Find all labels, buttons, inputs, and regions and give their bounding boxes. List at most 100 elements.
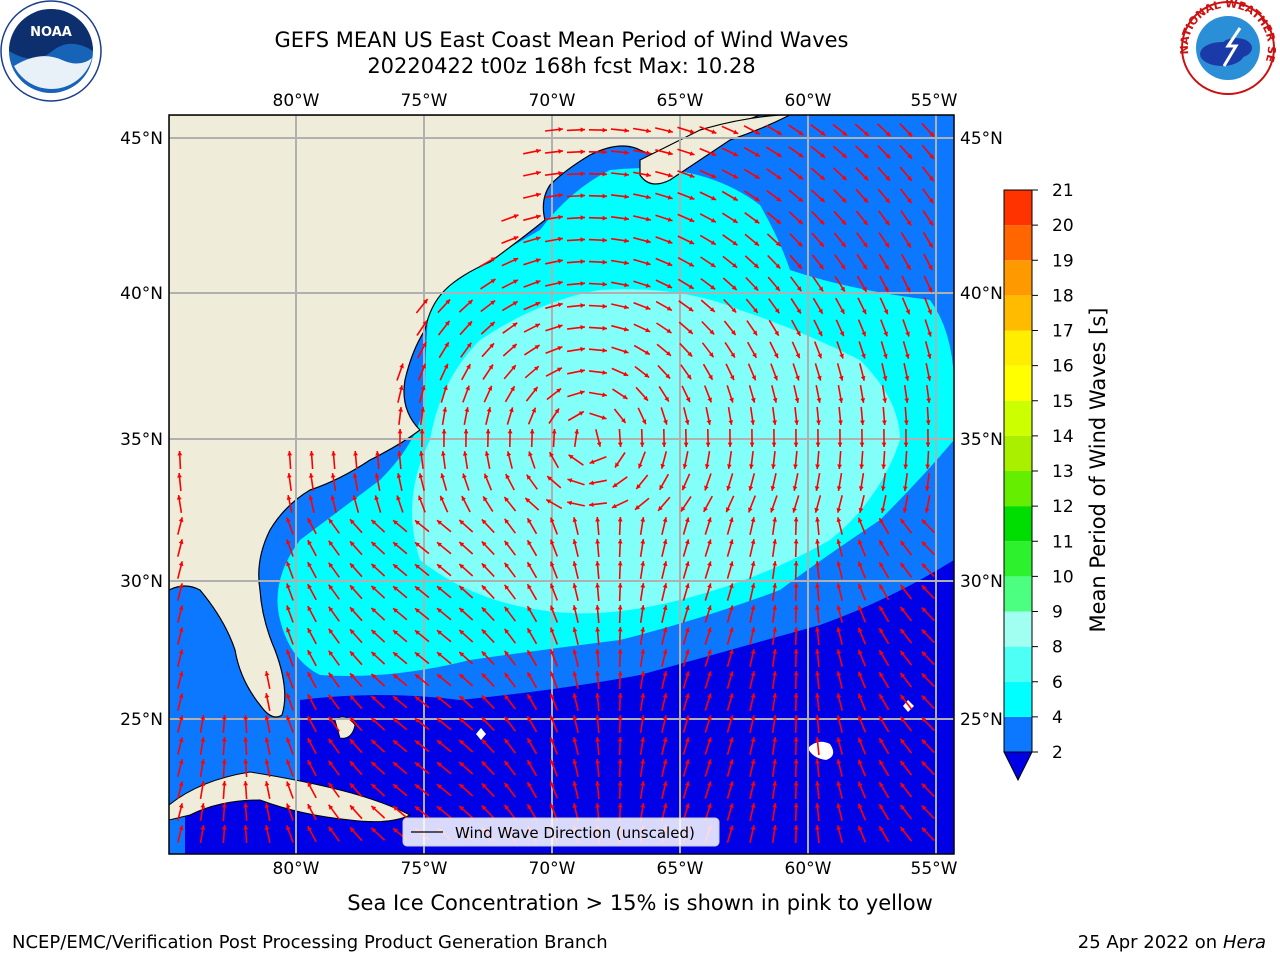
wave-direction-arrowhead xyxy=(601,415,607,420)
wave-direction-arrowhead xyxy=(602,237,607,243)
wave-direction-arrowhead xyxy=(352,495,358,501)
wave-direction-arrowhead xyxy=(710,262,716,267)
wave-direction-arrowhead xyxy=(328,804,334,810)
wave-direction-arrowhead xyxy=(797,219,803,225)
wave-direction-arrowhead xyxy=(900,760,906,766)
wave-direction-arrowhead xyxy=(459,718,465,723)
wave-direction-arrowhead xyxy=(415,762,420,767)
wave-direction-arrowhead xyxy=(440,473,445,479)
wave-direction-arrowhead xyxy=(286,649,291,655)
wave-direction-arrowhead xyxy=(418,473,424,479)
wave-direction-arrowhead xyxy=(595,649,600,654)
wave-direction-arrowhead xyxy=(621,418,626,423)
wave-direction-arrowhead xyxy=(646,172,651,178)
wave-direction-arrowhead xyxy=(879,584,884,590)
colorbar-tick-label: 11 xyxy=(1052,532,1074,552)
wave-direction-arrowhead xyxy=(509,407,514,413)
wave-direction-arrowhead xyxy=(772,397,778,403)
wave-direction-arrowhead xyxy=(489,343,494,349)
wave-direction-arrowhead xyxy=(398,407,403,412)
wave-direction-arrowhead xyxy=(623,349,629,354)
wave-direction-arrowhead xyxy=(558,127,563,132)
wave-direction-arrowhead xyxy=(371,827,377,833)
lon-label-top: 55°W xyxy=(911,91,958,111)
wave-direction-arrowhead xyxy=(415,564,420,569)
wave-direction-arrowhead xyxy=(481,585,487,591)
footer-date-text: 25 Apr 2022 on xyxy=(1077,932,1218,953)
wave-direction-arrowhead xyxy=(393,784,398,789)
wave-direction-arrowhead xyxy=(437,608,442,613)
lon-label-bottom: 75°W xyxy=(401,859,448,879)
wave-direction-arrowhead xyxy=(793,737,799,742)
colorbar-extend-arrow xyxy=(1003,751,1033,782)
wave-direction-arrowhead xyxy=(307,694,312,700)
wave-direction-arrowhead xyxy=(925,464,931,469)
wave-direction-arrowhead xyxy=(481,673,487,679)
wave-direction-arrowhead xyxy=(683,442,689,447)
wave-direction-arrowhead xyxy=(837,442,843,447)
wave-direction-arrowhead xyxy=(798,130,804,135)
wave-direction-arrowhead xyxy=(481,563,487,569)
wave-direction-arrowhead xyxy=(796,286,802,292)
wave-direction-arrowhead xyxy=(176,495,182,500)
wave-direction-arrowhead xyxy=(617,605,623,610)
wave-direction-arrowhead xyxy=(459,542,465,547)
wave-direction-arrowhead xyxy=(527,782,532,788)
wave-direction-arrowhead xyxy=(415,520,420,525)
wave-direction-arrowhead xyxy=(775,286,780,291)
wave-direction-arrowhead xyxy=(900,584,906,590)
wave-direction-arrowhead xyxy=(729,671,734,677)
wave-direction-arrowhead xyxy=(307,672,312,678)
wave-direction-arrowhead xyxy=(617,803,623,808)
wave-direction-arrowhead xyxy=(580,325,585,330)
wave-direction-arrowhead xyxy=(527,628,532,634)
wave-direction-arrowhead xyxy=(415,696,420,701)
wave-direction-arrowhead xyxy=(900,716,906,722)
wave-direction-arrowhead xyxy=(350,563,355,569)
wave-direction-arrowhead xyxy=(815,693,820,698)
wave-direction-arrowhead xyxy=(858,539,863,545)
graticule xyxy=(169,115,954,854)
wave-direction-arrowhead xyxy=(371,607,377,613)
wave-direction-arrowhead xyxy=(858,671,863,677)
wave-direction-arrowhead xyxy=(815,803,820,808)
wave-direction-arrowhead xyxy=(711,129,717,134)
lon-label-top: 70°W xyxy=(529,91,576,111)
wave-direction-arrowhead xyxy=(666,351,671,356)
lon-label-top: 75°W xyxy=(401,91,448,111)
wave-direction-arrowhead xyxy=(328,782,334,788)
wave-direction-arrowhead xyxy=(817,375,822,381)
wave-direction-arrowhead xyxy=(243,737,249,742)
wave-direction-arrowhead xyxy=(879,540,884,546)
wave-direction-arrowhead xyxy=(178,759,184,765)
wave-direction-arrowhead xyxy=(504,497,509,502)
wave-direction-arrowhead xyxy=(286,759,291,765)
wave-direction-arrowhead xyxy=(882,420,887,425)
wave-direction-arrowhead xyxy=(684,419,690,425)
wave-direction-arrowhead xyxy=(419,451,424,456)
wave-direction-arrowhead xyxy=(900,650,906,656)
wave-direction-arrowhead xyxy=(307,584,312,590)
wave-direction-arrowhead xyxy=(331,451,336,456)
wave-direction-arrowhead xyxy=(907,153,913,159)
wave-direction-arrowhead xyxy=(393,696,398,701)
wave-direction-arrowhead xyxy=(640,517,646,522)
wave-direction-arrowhead xyxy=(754,196,760,201)
lon-label-top: 80°W xyxy=(273,91,320,111)
wave-direction-arrowhead xyxy=(772,517,777,522)
wave-direction-arrowhead xyxy=(836,759,842,765)
wave-direction-arrowhead xyxy=(863,220,868,225)
wave-direction-arrowhead xyxy=(481,783,487,789)
wave-direction-arrowhead xyxy=(685,627,690,633)
wave-direction-arrowhead xyxy=(707,539,712,545)
wave-direction-arrowhead xyxy=(441,451,446,456)
wave-direction-arrowhead xyxy=(178,671,184,677)
colorbar-segment xyxy=(1004,471,1032,507)
wave-direction-arrowhead xyxy=(580,171,585,177)
wave-direction-arrowhead xyxy=(595,561,600,566)
lon-label-bottom: 80°W xyxy=(273,859,320,879)
wave-direction-arrowhead xyxy=(481,541,487,547)
wave-direction-arrowhead xyxy=(531,407,536,413)
wave-direction-arrowhead xyxy=(371,563,377,569)
wave-direction-arrowhead xyxy=(504,650,510,656)
